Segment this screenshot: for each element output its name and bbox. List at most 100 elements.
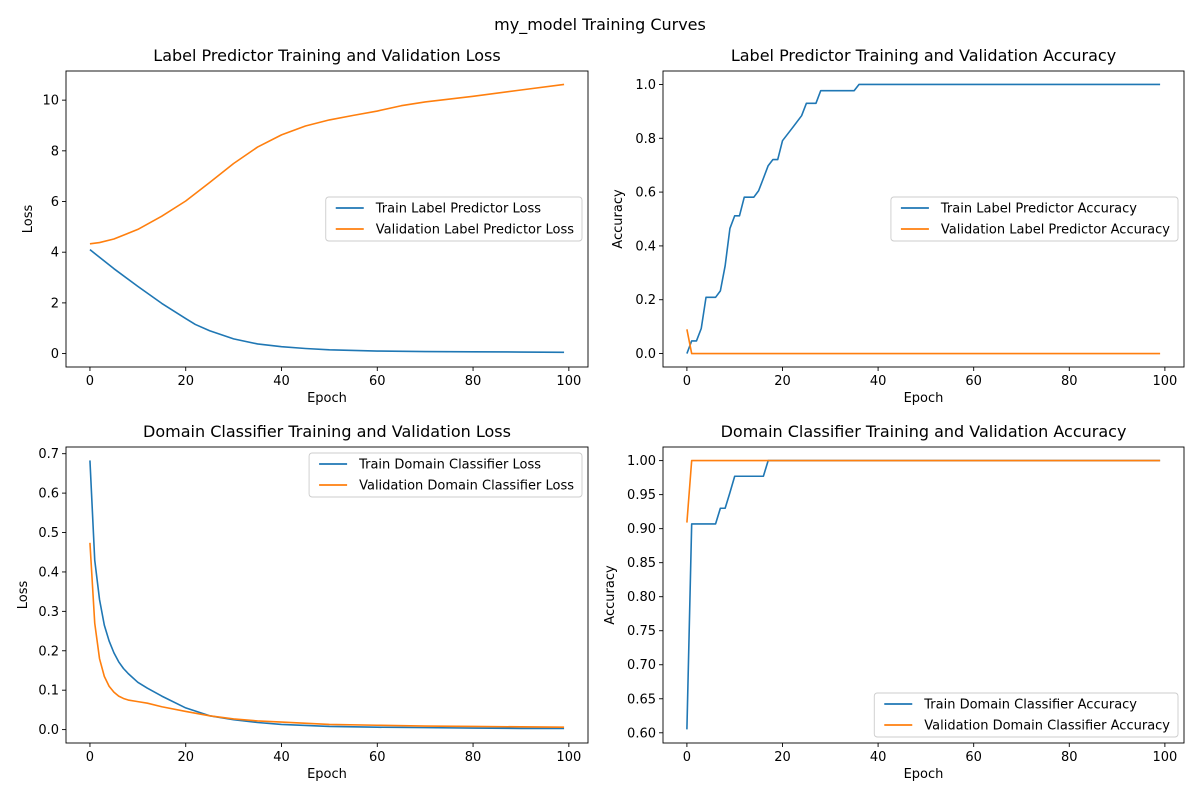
series-line-train: [89, 460, 565, 730]
y-axis-label: Accuracy: [603, 565, 618, 625]
chart-panel: Domain Classifier Training and Validatio…: [16, 422, 589, 782]
y-tick-label: 0.6: [38, 487, 59, 502]
series-line-validation: [686, 459, 1161, 523]
x-tick-label: 60: [965, 374, 982, 389]
y-tick-label: 0.80: [627, 590, 656, 605]
x-tick-label: 100: [556, 750, 581, 765]
legend-entry: Train Label Predictor Accuracy: [940, 202, 1137, 217]
legend-entry: Validation Label Predictor Accuracy: [941, 223, 1170, 238]
series-line-validation: [89, 83, 565, 245]
y-tick-label: 10: [42, 94, 59, 109]
x-axis-label: Epoch: [904, 391, 944, 406]
series-line-validation: [686, 329, 1161, 355]
y-tick-label: 0.70: [627, 658, 656, 673]
x-tick-label: 80: [465, 374, 482, 389]
x-tick-label: 0: [86, 374, 94, 389]
x-axis-label: Epoch: [307, 767, 347, 782]
y-tick-label: 0.65: [627, 692, 656, 707]
chart-panel: Label Predictor Training and Validation …: [21, 46, 589, 406]
legend: Train Domain Classifier Accuracy Validati…: [873, 692, 1179, 738]
x-tick-label: 0: [86, 750, 94, 765]
x-tick-label: 60: [369, 374, 386, 389]
x-tick-label: 0: [683, 374, 691, 389]
y-tick-label: 1.00: [627, 454, 656, 469]
charts-grid: Label Predictor Training and Validation …: [16, 46, 1185, 782]
legend-box: [308, 452, 583, 498]
x-tick-label: 40: [273, 374, 290, 389]
x-tick-label: 20: [774, 374, 791, 389]
x-tick-label: 40: [273, 750, 290, 765]
chart-title: Domain Classifier Training and Validatio…: [143, 422, 511, 441]
y-tick-label: 0.2: [38, 644, 59, 659]
x-tick-label: 20: [177, 374, 194, 389]
x-tick-label: 100: [1152, 750, 1177, 765]
y-tick-label: 2: [51, 296, 59, 311]
x-tick-label: 60: [369, 750, 386, 765]
x-tick-label: 80: [1061, 374, 1078, 389]
x-tick-label: 0: [683, 750, 691, 765]
chart-title: Label Predictor Training and Validation …: [731, 46, 1116, 65]
y-tick-label: 0.60: [627, 726, 656, 741]
y-tick-label: 1.0: [635, 78, 656, 93]
y-tick-label: 0: [51, 347, 59, 362]
y-tick-label: 4: [51, 246, 59, 261]
series-line-train: [89, 249, 565, 354]
chart-title: Domain Classifier Training and Validatio…: [721, 422, 1127, 441]
chart-panel: Label Predictor Training and Validation …: [611, 46, 1185, 406]
x-tick-label: 40: [870, 374, 887, 389]
x-tick-label: 20: [774, 750, 791, 765]
x-axis-label: Epoch: [307, 391, 347, 406]
y-tick-label: 8: [51, 144, 59, 159]
y-tick-label: 0.75: [627, 624, 656, 639]
x-tick-label: 80: [465, 750, 482, 765]
figure-suptitle: my_model Training Curves: [494, 15, 706, 35]
y-axis-label: Accuracy: [611, 189, 626, 249]
x-tick-label: 20: [177, 750, 194, 765]
legend-box: [873, 692, 1179, 738]
legend: Train Domain Classifier Loss Validation D…: [308, 452, 583, 498]
legend-entry: Validation Label Predictor Loss: [376, 223, 574, 238]
legend-entry: Train Domain Classifier Accuracy: [923, 698, 1137, 713]
y-tick-label: 0.3: [38, 605, 59, 620]
x-axis-label: Epoch: [904, 767, 944, 782]
axes-frame: [662, 446, 1185, 744]
legend: Train Label Predictor Loss Validation Lab…: [325, 196, 583, 242]
y-axis-label: Loss: [21, 205, 36, 234]
y-tick-label: 0.0: [38, 723, 59, 738]
y-tick-label: 0.95: [627, 488, 656, 503]
x-tick-label: 100: [1152, 374, 1177, 389]
legend-box: [890, 196, 1179, 242]
series-line-train: [686, 83, 1161, 354]
y-tick-label: 0.7: [38, 447, 59, 462]
y-tick-label: 0.90: [627, 522, 656, 537]
axes-frame: [65, 446, 589, 744]
legend-entry: Train Label Predictor Loss: [375, 202, 541, 217]
y-tick-label: 0.4: [635, 239, 656, 254]
axes-frame: [662, 70, 1185, 368]
legend: Train Label Predictor Accuracy Validation…: [890, 196, 1179, 242]
y-tick-label: 0.5: [38, 526, 59, 541]
y-tick-label: 0.2: [635, 293, 656, 308]
y-tick-label: 0.6: [635, 186, 656, 201]
y-tick-label: 0.4: [38, 565, 59, 580]
y-tick-label: 0.0: [635, 347, 656, 362]
y-axis-label: Loss: [16, 581, 31, 610]
x-tick-label: 100: [556, 374, 581, 389]
legend-entry: Validation Domain Classifier Loss: [359, 479, 574, 494]
legend-box: [325, 196, 583, 242]
chart-panel: Domain Classifier Training and Validatio…: [603, 422, 1185, 782]
y-tick-label: 0.1: [38, 684, 59, 699]
axes-frame: [65, 70, 589, 368]
legend-entry: Validation Domain Classifier Accuracy: [924, 719, 1170, 734]
x-tick-label: 40: [870, 750, 887, 765]
y-tick-label: 0.8: [635, 132, 656, 147]
y-tick-label: 6: [51, 195, 59, 210]
x-tick-label: 80: [1061, 750, 1078, 765]
series-line-train: [686, 459, 1161, 730]
x-tick-label: 60: [965, 750, 982, 765]
series-line-validation: [89, 542, 565, 729]
legend-entry: Train Domain Classifier Loss: [358, 458, 541, 473]
y-tick-label: 0.85: [627, 556, 656, 571]
chart-title: Label Predictor Training and Validation …: [153, 46, 500, 65]
